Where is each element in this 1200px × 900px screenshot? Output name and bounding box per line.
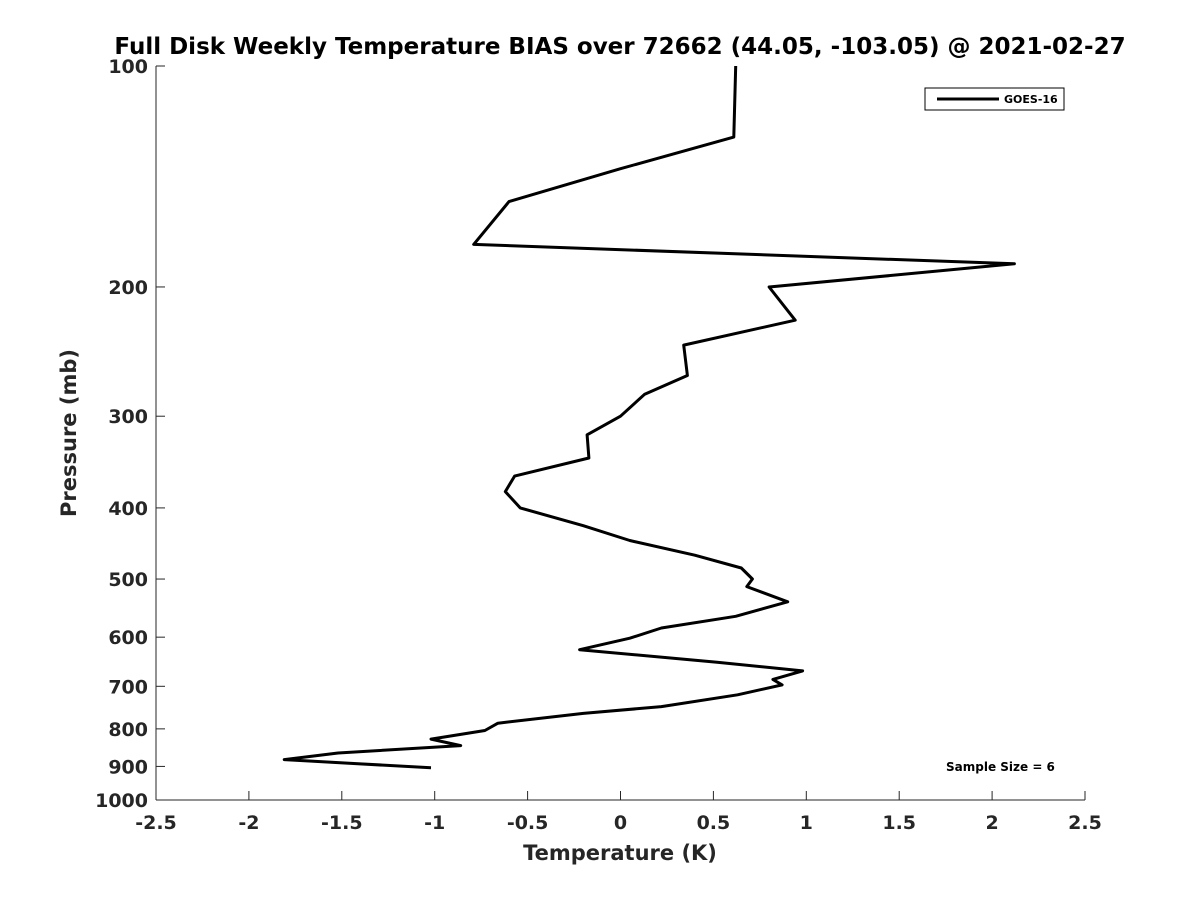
y-tick-label: 200 (108, 277, 148, 299)
legend: GOES-16 (924, 87, 1065, 111)
x-axis-ticks: -2.5 -2 -1.5 -1 -0.5 0 0.5 1 1.5 2 2.5 (135, 791, 1102, 834)
y-axis-label: Pressure (mb) (57, 349, 81, 517)
y-tick-label: 300 (108, 406, 148, 428)
x-tick-label: -1.5 (321, 812, 363, 834)
x-tick-label: 2.5 (1068, 812, 1102, 834)
chart-title: Full Disk Weekly Temperature BIAS over 7… (114, 34, 1125, 60)
y-tick-label: 800 (108, 719, 148, 741)
x-tick-label: -2.5 (135, 812, 177, 834)
y-tick-label: 1000 (95, 790, 148, 812)
y-tick-label: 700 (108, 676, 148, 698)
x-tick-label: 2 (985, 812, 998, 834)
y-tick-label: 900 (108, 756, 148, 778)
x-tick-label: -2 (238, 812, 259, 834)
x-tick-label: 0.5 (697, 812, 731, 834)
plot-area (156, 66, 1085, 800)
x-tick-label: -0.5 (507, 812, 549, 834)
sample-size-annotation: Sample Size = 6 (946, 760, 1055, 774)
y-tick-label: 600 (108, 627, 148, 649)
x-tick-label: -1 (424, 812, 445, 834)
y-tick-label: 500 (108, 569, 148, 591)
series-layer (282, 65, 1016, 770)
y-tick-label: 100 (108, 56, 148, 78)
x-tick-label: 1.5 (882, 812, 916, 834)
x-tick-label: 1 (800, 812, 813, 834)
legend-label: GOES-16 (1004, 93, 1058, 106)
x-axis-label: Temperature (K) (523, 841, 717, 865)
x-tick-label: 0 (614, 812, 627, 834)
y-axis-ticks: 100 200 300 400 500 600 700 800 900 1000 (95, 56, 165, 812)
series-line-goes-16 (282, 65, 1016, 770)
y-tick-label: 400 (108, 498, 148, 520)
